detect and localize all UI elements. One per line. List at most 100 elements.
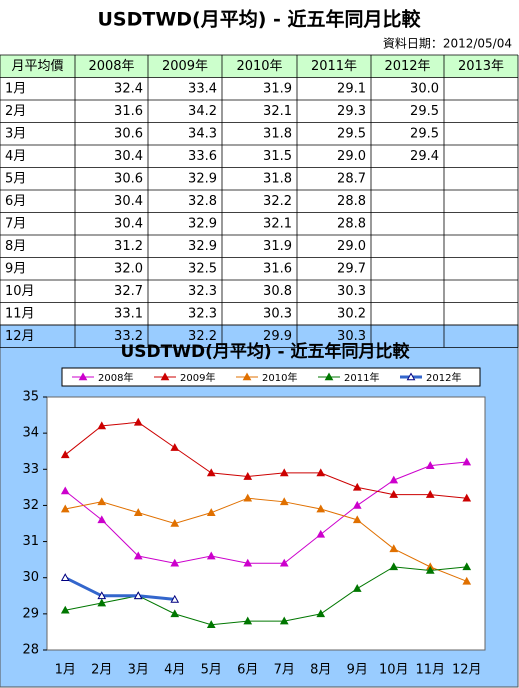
row-label: 7月 — [5, 216, 26, 231]
cell-value: 32.9 — [188, 239, 217, 254]
column-header: 2012年 — [384, 59, 430, 74]
cell-value: 32.2 — [263, 194, 292, 209]
point-marker — [316, 609, 326, 618]
x-tick-label: 12月 — [452, 663, 482, 678]
chart-title: USDTWD(月平均) - 近五年同月比較 — [120, 341, 410, 362]
cell-value: 32.0 — [114, 261, 143, 276]
point-marker — [243, 471, 253, 480]
point-marker — [389, 490, 399, 498]
cell-value: 30.0 — [410, 81, 439, 96]
cell-value: 29.5 — [410, 104, 439, 119]
point-marker — [352, 500, 362, 509]
cell-value: 33.6 — [188, 149, 217, 164]
legend-label: 2009年 — [180, 371, 215, 384]
cell-value: 29.0 — [337, 239, 366, 254]
point-marker — [97, 497, 107, 506]
cell-value: 33.2 — [114, 329, 143, 344]
cell-value: 30.2 — [337, 306, 366, 321]
x-tick-label: 3月 — [128, 663, 149, 678]
x-tick-label: 2月 — [91, 663, 112, 678]
cell-value: 28.8 — [337, 194, 366, 209]
column-header: 2009年 — [162, 59, 208, 74]
point-marker — [170, 558, 180, 567]
legend-marker — [242, 372, 252, 381]
column-header: 月平均價 — [11, 59, 63, 74]
point-marker — [279, 497, 289, 506]
cell-value: 32.3 — [188, 284, 217, 299]
point-marker — [352, 515, 362, 524]
cell-value: 33.1 — [114, 306, 143, 321]
row-label: 3月 — [5, 126, 26, 141]
legend-label: 2012年 — [426, 371, 461, 384]
point-marker — [462, 457, 472, 466]
y-tick-label: 30 — [22, 570, 39, 585]
point-marker — [60, 486, 70, 495]
point-marker — [133, 508, 143, 516]
legend-marker — [78, 372, 88, 381]
cell-value: 29.5 — [337, 126, 366, 141]
cell-value: 30.4 — [114, 216, 143, 231]
y-tick-label: 29 — [22, 606, 39, 621]
y-tick-label: 35 — [22, 390, 39, 405]
point-marker — [97, 591, 107, 600]
series-line — [64, 421, 467, 499]
column-header: 2013年 — [458, 59, 504, 74]
cell-value: 32.7 — [114, 284, 143, 299]
x-tick-label: 4月 — [164, 663, 185, 678]
cell-value: 31.2 — [114, 239, 143, 254]
point-marker — [60, 450, 70, 459]
point-marker — [279, 468, 289, 477]
x-tick-label: 10月 — [379, 663, 409, 678]
point-marker — [206, 551, 216, 560]
row-label: 6月 — [5, 194, 26, 209]
cell-value: 29.7 — [337, 261, 366, 276]
point-marker — [170, 518, 180, 527]
x-tick-label: 6月 — [237, 663, 258, 678]
cell-value: 29.1 — [337, 81, 366, 96]
legend-label: 2010年 — [262, 371, 297, 384]
point-marker — [206, 508, 216, 516]
y-tick-label: 28 — [22, 643, 39, 658]
row-label: 5月 — [5, 171, 26, 186]
cell-value: 29.5 — [410, 126, 439, 141]
point-marker — [60, 573, 70, 582]
y-tick-label: 33 — [22, 462, 39, 477]
cell-value: 32.4 — [114, 81, 143, 96]
cell-value: 32.1 — [263, 216, 292, 231]
x-tick-label: 8月 — [310, 663, 331, 678]
cell-value: 32.9 — [188, 171, 217, 186]
point-marker — [352, 482, 362, 491]
cell-value: 28.7 — [337, 171, 366, 186]
cell-value: 34.3 — [188, 126, 217, 141]
y-tick-label: 32 — [22, 498, 39, 513]
legend — [61, 367, 481, 387]
page-title: USDTWD(月平均) - 近五年同月比較 — [97, 8, 421, 31]
column-header: 2011年 — [311, 59, 357, 74]
legend-marker — [160, 372, 170, 381]
cell-value: 31.8 — [263, 171, 292, 186]
cell-value: 30.3 — [337, 284, 366, 299]
cell-value: 31.8 — [263, 126, 292, 141]
cell-value: 31.9 — [263, 239, 292, 254]
x-tick-label: 7月 — [274, 663, 295, 678]
series-line — [64, 461, 467, 564]
point-marker — [389, 475, 399, 484]
point-marker — [206, 468, 216, 477]
cell-value: 32.2 — [188, 329, 217, 344]
x-tick-label: 5月 — [201, 663, 222, 678]
cell-value: 29.9 — [263, 329, 292, 344]
cell-value: 32.3 — [188, 306, 217, 321]
plot-area — [46, 396, 486, 651]
point-marker — [462, 493, 472, 502]
cell-value: 28.8 — [337, 216, 366, 231]
point-marker — [243, 558, 253, 567]
point-marker — [97, 515, 107, 524]
point-marker — [243, 493, 253, 502]
row-label: 1月 — [5, 81, 26, 96]
point-marker — [133, 417, 143, 426]
x-tick-label: 1月 — [55, 663, 76, 678]
cell-value: 32.8 — [188, 194, 217, 209]
point-marker — [60, 504, 70, 513]
cell-value: 29.4 — [410, 149, 439, 164]
point-marker — [243, 616, 253, 625]
